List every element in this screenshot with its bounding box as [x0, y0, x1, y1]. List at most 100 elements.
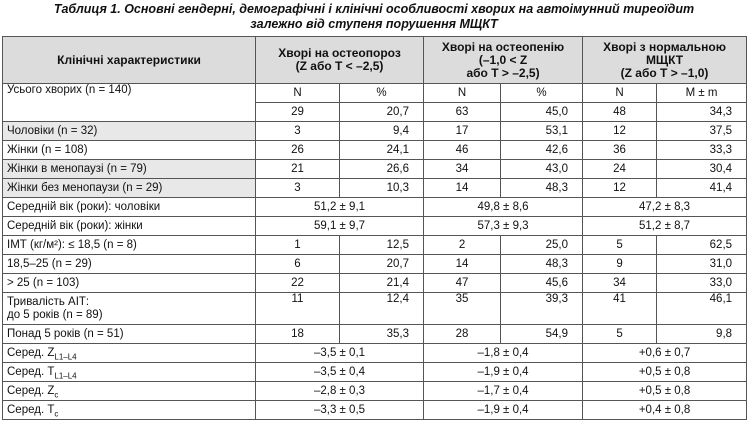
value-cell: 20,7 — [338, 254, 425, 274]
value-cell: 25,0 — [500, 235, 584, 255]
row-label: Середній вік (роки): жінки — [2, 216, 256, 236]
value-cell: 48,3 — [500, 178, 584, 198]
row-label: Тривалість АІТ: до 5 років (n = 89) — [2, 292, 256, 325]
value-cell: 33,3 — [656, 140, 748, 160]
value-cell: 37,5 — [656, 121, 748, 141]
value-cell: 35,3 — [338, 324, 425, 344]
caption-line-2: залежно від ступеня порушення МЩКТ — [250, 17, 498, 31]
value-cell: 43,0 — [500, 159, 584, 179]
value-cell: 46 — [423, 140, 502, 160]
value-cell: 30,4 — [656, 159, 748, 179]
characteristics-table: Клінічні характеристики Хворі на остеопо… — [2, 36, 748, 420]
subheader-cell: % — [338, 83, 425, 103]
value-cell: 2 — [423, 235, 502, 255]
caption-line-1: Таблиця 1. Основні гендерні, демографічн… — [53, 2, 695, 16]
value-cell: 62,5 — [656, 235, 748, 255]
value-cell: 42,6 — [500, 140, 584, 160]
value-cell: 9,8 — [656, 324, 748, 344]
value-cell: 10,3 — [338, 178, 425, 198]
value-cell: 51,2 ± 8,7 — [582, 216, 748, 236]
header-characteristics: Клінічні характеристики — [2, 36, 256, 84]
value-cell: 26,6 — [338, 159, 425, 179]
value-cell: 11 — [255, 292, 340, 325]
value-cell: 34 — [423, 159, 502, 179]
value-cell: 34,3 — [656, 102, 748, 122]
row-label: Усього хворих (n = 140) — [2, 83, 256, 122]
value-cell: 41 — [582, 292, 658, 325]
value-cell: 21,4 — [338, 273, 425, 293]
value-cell: 33,0 — [656, 273, 748, 293]
row-label: Жінки (n = 108) — [2, 140, 256, 160]
row-label: 18,5–25 (n = 29) — [2, 254, 256, 274]
value-cell: 45,6 — [500, 273, 584, 293]
table-row: Жінки (n = 108) 26 24,1 46 42,6 36 33,3 — [2, 140, 748, 160]
table-row: Жінки в менопаузі (n = 79) 21 26,6 34 43… — [2, 159, 748, 179]
table-row: Середній вік (роки): жінки 59,1 ± 9,7 57… — [2, 216, 748, 236]
row-label: Серед. ZL1–L4 — [2, 343, 256, 363]
value-cell: 14 — [423, 178, 502, 198]
value-cell: 3 — [255, 121, 340, 141]
value-cell: +0,4 ± 0,8 — [582, 400, 748, 420]
value-cell: 6 — [255, 254, 340, 274]
value-cell: 45,0 — [500, 102, 584, 122]
value-cell: 51,2 ± 9,1 — [254, 197, 425, 217]
value-cell: +0,6 ± 0,7 — [582, 343, 748, 363]
value-cell: 41,4 — [656, 178, 748, 198]
value-cell: 59,1 ± 9,7 — [254, 216, 425, 236]
value-cell: 39,3 — [500, 292, 584, 325]
value-cell: 12,5 — [338, 235, 425, 255]
value-cell: 5 — [582, 324, 658, 344]
table-row: Середній вік (роки): чоловіки 51,2 ± 9,1… — [2, 197, 748, 217]
subheader-cell: N — [255, 83, 340, 103]
table-row: Жінки без менопаузи (n = 29) 3 10,3 14 4… — [2, 178, 748, 198]
value-cell: 12 — [582, 121, 658, 141]
value-cell: 29 — [255, 102, 340, 122]
value-cell: 14 — [423, 254, 502, 274]
value-cell: 57,3 ± 9,3 — [423, 216, 584, 236]
value-cell: 48 — [582, 102, 658, 122]
value-cell: 49,8 ± 8,6 — [423, 197, 584, 217]
value-cell: 36 — [582, 140, 658, 160]
value-cell: –3,5 ± 0,1 — [254, 343, 425, 363]
value-cell: 18 — [255, 324, 340, 344]
value-cell: +0,5 ± 0,8 — [582, 381, 748, 401]
row-label: Жінки в менопаузі (n = 79) — [2, 159, 256, 179]
value-cell: 17 — [423, 121, 502, 141]
table-row: Чоловіки (n = 32) 3 9,4 17 53,1 12 37,5 — [2, 121, 748, 141]
value-cell: –1,8 ± 0,4 — [423, 343, 584, 363]
row-label: Середній вік (роки): чоловіки — [2, 197, 256, 217]
table-row: ІМТ (кг/м²): ≤ 18,5 (n = 8) 1 12,5 2 25,… — [2, 235, 748, 255]
row-label: ІМТ (кг/м²): ≤ 18,5 (n = 8) — [2, 235, 256, 255]
value-cell: 12,4 — [338, 292, 425, 325]
value-cell: 9,4 — [338, 121, 425, 141]
subheader-cell: % — [500, 83, 584, 103]
value-cell: 20,7 — [338, 102, 425, 122]
subheader-cell: M ± m — [656, 83, 748, 103]
value-cell: 54,9 — [500, 324, 584, 344]
header-normal-bmd: Хворі з нормальною МЩКТ (Z або T > –1,0) — [582, 36, 748, 84]
table-row: Серед. Zc –2,8 ± 0,3 –1,7 ± 0,4 +0,5 ± 0… — [2, 381, 748, 401]
value-cell: –1,7 ± 0,4 — [423, 381, 584, 401]
table-row: 18,5–25 (n = 29) 6 20,7 14 48,3 9 31,0 — [2, 254, 748, 274]
value-cell: +0,5 ± 0,8 — [582, 362, 748, 382]
value-cell: 12 — [582, 178, 658, 198]
row-label: Серед. Tc — [2, 400, 256, 420]
table-row: Тривалість АІТ: до 5 років (n = 89) 11 12… — [2, 292, 748, 325]
value-cell: 9 — [582, 254, 658, 274]
value-cell: 28 — [423, 324, 502, 344]
value-cell: –3,3 ± 0,5 — [254, 400, 425, 420]
value-cell: 1 — [255, 235, 340, 255]
row-label: Серед. TL1–L4 — [2, 362, 256, 382]
value-cell: 35 — [423, 292, 502, 325]
table-row-total-subheader: Усього хворих (n = 140) N % N % N M ± m — [2, 83, 748, 122]
header-osteoporosis: Хворі на остеопороз (Z або T < –2,5) — [254, 36, 425, 84]
row-label: Чоловіки (n = 32) — [2, 121, 256, 141]
row-label: > 25 (n = 103) — [2, 273, 256, 293]
value-cell: 46,1 — [656, 292, 748, 325]
value-cell: 26 — [255, 140, 340, 160]
value-cell: 21 — [255, 159, 340, 179]
value-cell: 34 — [582, 273, 658, 293]
value-cell: 3 — [255, 178, 340, 198]
table-row: Серед. ZL1–L4 –3,5 ± 0,1 –1,8 ± 0,4 +0,6… — [2, 343, 748, 363]
row-label: Серед. Zc — [2, 381, 256, 401]
